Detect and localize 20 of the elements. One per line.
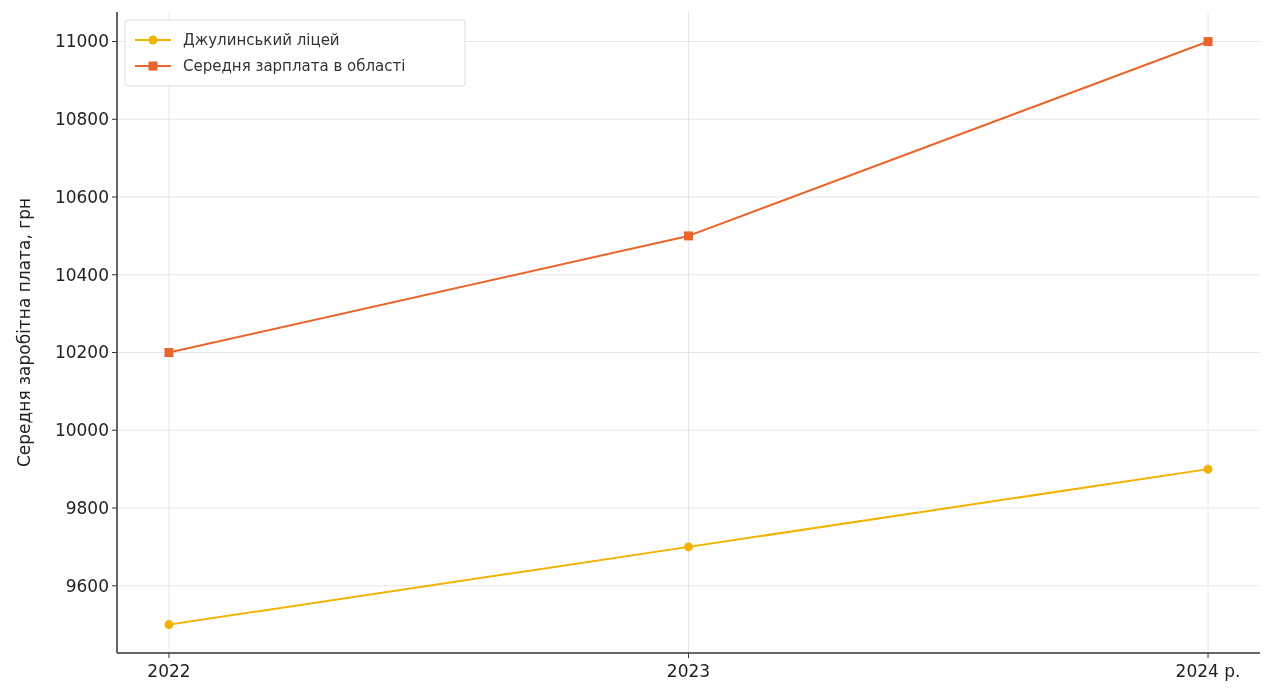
point (164, 620, 174, 630)
y-tick-label: 10800 (54, 109, 109, 130)
legend-label: Середня зарплата в області (183, 57, 406, 76)
y-tick-label: 9800 (65, 497, 109, 518)
point (684, 542, 693, 552)
x-tick-label: 2022 (147, 661, 191, 681)
y-tick-label: 11000 (54, 31, 109, 52)
point (1203, 37, 1213, 47)
y-axis-title: Середня заробітна плата, грн (14, 197, 34, 468)
x-tick-label: 2024 р. (1175, 661, 1241, 681)
point (164, 348, 174, 358)
legend-label: Джулинський ліцей (183, 31, 340, 50)
y-tick-label: 10400 (54, 264, 109, 285)
x-tick-label: 2023 (666, 661, 711, 681)
point (1203, 464, 1213, 474)
y-tick-label: 9600 (65, 575, 109, 596)
y-tick-label: 10600 (54, 186, 109, 207)
y-tick-label: 10000 (54, 420, 109, 441)
y-tick-label: 10200 (54, 342, 109, 363)
point (684, 231, 693, 241)
